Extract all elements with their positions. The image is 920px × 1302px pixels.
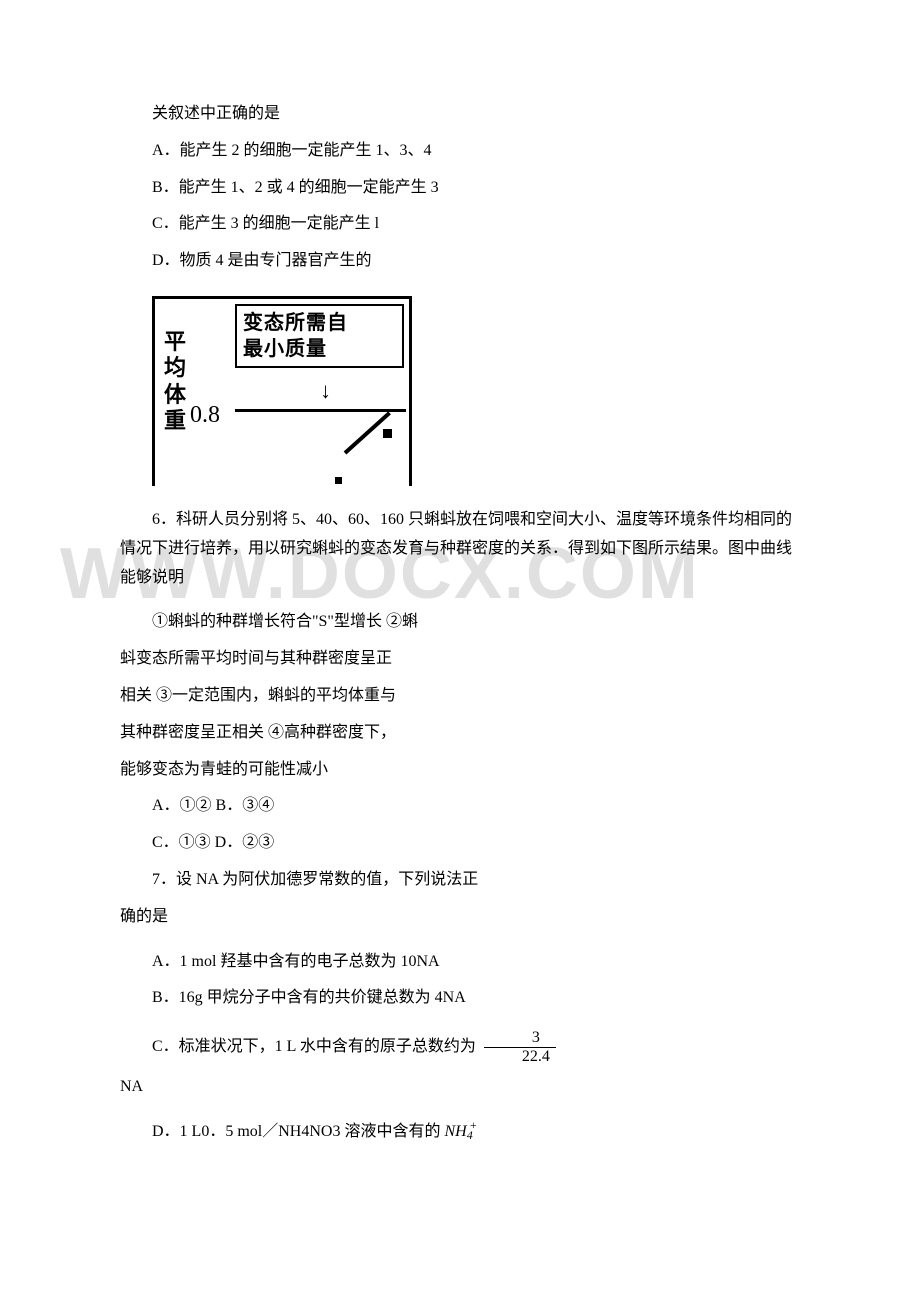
- q6-stem: 6．科研人员分别将 5、40、60、160 只蝌蚪放在饲喂和空间大小、温度等环境…: [120, 506, 800, 592]
- q6-statement-4: 其种群密度呈正相关 ④高种群密度下，: [120, 719, 800, 748]
- figure-data-points: [335, 429, 405, 484]
- figure-horizontal-line: [235, 409, 406, 412]
- nh4-formula: NH4+: [444, 1123, 480, 1140]
- q7-option-d: D．1 L0．5 mol／NH4NO3 溶液中含有的 NH4+: [120, 1118, 800, 1147]
- q7-option-d-prefix: D．1 L0．5 mol／NH4NO3 溶液中含有的: [152, 1123, 440, 1140]
- q7-stem-line2: 确的是: [120, 903, 800, 932]
- figure-box-label-line2: 最小质量: [243, 338, 327, 360]
- q5-intro: 关叙述中正确的是: [120, 100, 800, 129]
- nh4-text: NH: [444, 1123, 466, 1140]
- q7-option-c: C．标准状况下，1 L 水中含有的原子总数约为 3 22.4: [120, 1029, 800, 1065]
- q6-statement-5: 能够变态为青蛙的可能性减小: [120, 756, 800, 785]
- fraction-denominator: 22.4: [484, 1048, 556, 1066]
- q7-option-c-suffix: NA: [120, 1073, 800, 1102]
- figure-box: 变态所需自 最小质量 ↓ 平均体重 0.8: [152, 296, 412, 486]
- figure-arrow-icon: ↓: [320, 371, 331, 411]
- q5-option-d: D．物质 4 是由专门器官产生的: [120, 247, 800, 276]
- fraction-3-over-22-4: 3 22.4: [484, 1029, 556, 1065]
- q6-statement-2: 蚪变态所需平均时间与其种群密度呈正: [120, 645, 800, 674]
- q7-option-a: A．1 mol 羟基中含有的电子总数为 10NA: [120, 948, 800, 977]
- q5-option-c: C．能产生 3 的细胞一定能产生 l: [120, 210, 800, 239]
- figure-box-label-line1: 变态所需自: [243, 312, 348, 334]
- q6-option-cd: C．①③ D．②③: [120, 829, 800, 858]
- q6-statement-3: 相关 ③一定范围内，蝌蚪的平均体重与: [120, 682, 800, 711]
- nh4-superscript: +: [469, 1118, 477, 1132]
- figure-y-axis-label: 平均体重: [163, 329, 187, 435]
- q5-option-a: A．能产生 2 的细胞一定能产生 1、3、4: [120, 137, 800, 166]
- figure-box-label: 变态所需自 最小质量: [235, 304, 404, 368]
- figure-tick-value: 0.8: [190, 394, 220, 437]
- fraction-numerator: 3: [484, 1029, 556, 1048]
- q7-option-b: B．16g 甲烷分子中含有的共价键总数为 4NA: [120, 984, 800, 1013]
- q7-stem-line1: 7．设 NA 为阿伏加德罗常数的值，下列说法正: [120, 866, 800, 895]
- q5-option-b: B．能产生 1、2 或 4 的细胞一定能产生 3: [120, 174, 800, 203]
- q7-option-c-prefix: C．标准状况下，1 L 水中含有的原子总数约为: [152, 1038, 476, 1055]
- q6-option-ab: A．①② B．③④: [120, 792, 800, 821]
- figure-q6: 变态所需自 最小质量 ↓ 平均体重 0.8: [152, 296, 800, 486]
- q6-statement-1: ①蝌蚪的种群增长符合"S"型增长 ②蝌: [120, 608, 800, 637]
